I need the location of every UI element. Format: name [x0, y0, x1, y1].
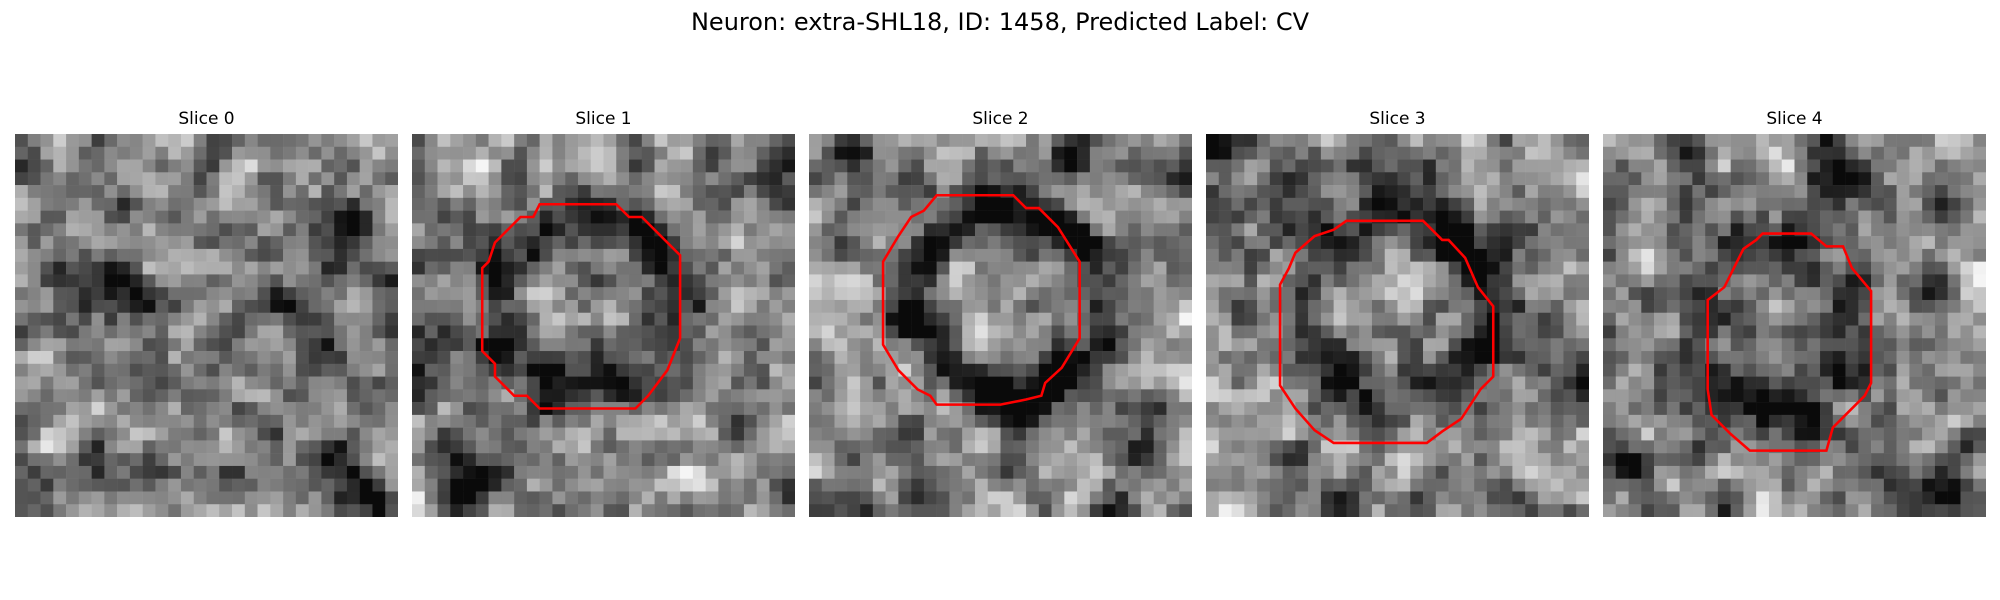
slice-image-3	[1206, 134, 1589, 517]
slice-title-3: Slice 3	[1369, 109, 1426, 129]
contour-outline-3	[1278, 219, 1495, 445]
slice-panel-2: Slice 2	[809, 108, 1192, 517]
slice-title-1: Slice 1	[575, 109, 632, 129]
contour-outline-1	[480, 202, 682, 410]
slice-image-0	[15, 134, 398, 517]
slice-title-2: Slice 2	[972, 109, 1029, 129]
slice-panel-4: Slice 4	[1603, 108, 1986, 517]
slice-image-1	[412, 134, 795, 517]
slice-panel-1: Slice 1	[412, 108, 795, 517]
slice-panel-0: Slice 0	[15, 108, 398, 517]
slice-title-4: Slice 4	[1766, 109, 1823, 129]
slice-image-2	[809, 134, 1192, 517]
slice-title-0: Slice 0	[178, 109, 235, 129]
contour-outline-4	[1706, 232, 1873, 452]
slice-panel-3: Slice 3	[1206, 108, 1589, 517]
slice-image-4	[1603, 134, 1986, 517]
contour-outline-2	[881, 194, 1081, 406]
figure-title: Neuron: extra-SHL18, ID: 1458, Predicted…	[690, 8, 1310, 36]
